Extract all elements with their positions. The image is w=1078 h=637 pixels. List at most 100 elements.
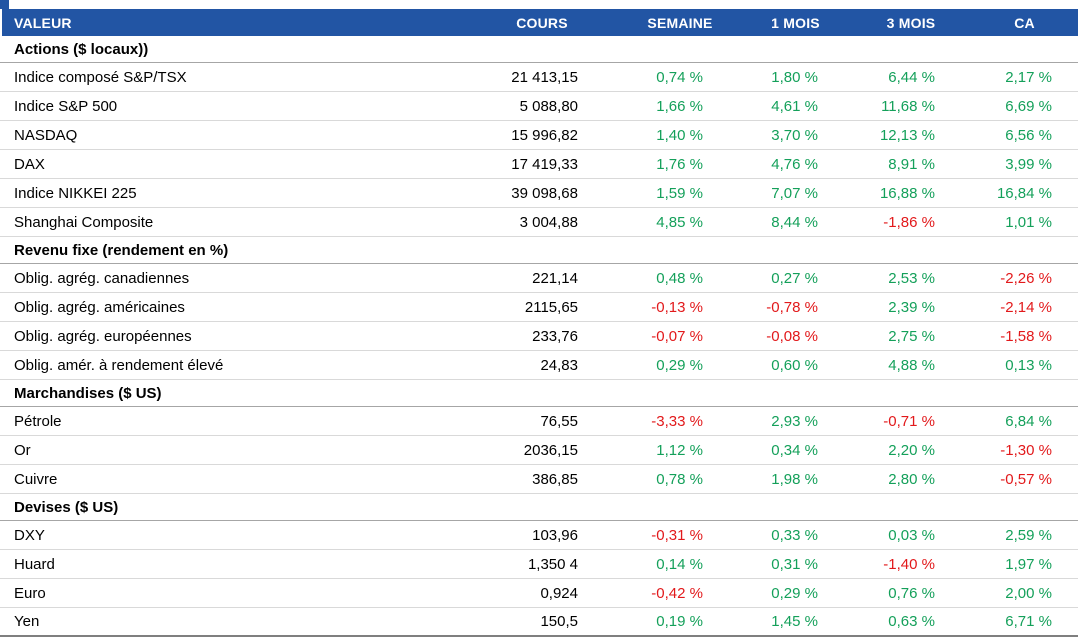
table-row-cuivre: Cuivre 386,85 0,78 % 1,98 % 2,80 % -0,57 % xyxy=(0,465,1078,494)
cours-value: 21 413,15 xyxy=(511,68,578,86)
percent-value: -1,40 % xyxy=(883,555,935,573)
table: VALEUR COURS SEMAINE 1 MOIS 3 MOIS CA Actions… xyxy=(0,9,1078,637)
table-row-or: Or 2036,15 1,12 % 0,34 % 2,20 % -1,30 % xyxy=(0,436,1078,465)
percent-value: 4,85 % xyxy=(656,213,703,231)
percent-value: 0,78 % xyxy=(656,470,703,488)
percent-value: 0,31 % xyxy=(771,555,818,573)
percent-value: 0,76 % xyxy=(888,584,935,602)
percent-value: -2,26 % xyxy=(1000,269,1052,287)
section-header-marchandises-us: Marchandises ($ US) xyxy=(0,380,1078,407)
value-label: DAX xyxy=(14,155,45,173)
percent-value: 6,84 % xyxy=(1005,412,1052,430)
cours-value: 17 419,33 xyxy=(511,155,578,173)
value-label: Shanghai Composite xyxy=(14,213,154,231)
cours-value: 76,55 xyxy=(540,412,578,430)
percent-value: 0,29 % xyxy=(656,356,703,374)
value-label: Oblig. agrég. américaines xyxy=(14,298,185,316)
percent-value: 0,14 % xyxy=(656,555,703,573)
section-header-actions-locaux: Actions ($ locaux)) xyxy=(0,36,1078,63)
table-row-euro: Euro 0,924 -0,42 % 0,29 % 0,76 % 2,00 % xyxy=(0,579,1078,608)
percent-value: -3,33 % xyxy=(651,412,703,430)
cours-value: 0,924 xyxy=(540,584,578,602)
value-label: Oblig. agrég. européennes xyxy=(14,327,192,345)
percent-value: 6,71 % xyxy=(1005,613,1052,630)
percent-value: 0,33 % xyxy=(771,526,818,544)
percent-value: -0,57 % xyxy=(1000,470,1052,488)
percent-value: 1,76 % xyxy=(656,155,703,173)
column-header-semaine: SEMAINE xyxy=(647,14,713,31)
percent-value: 0,48 % xyxy=(656,269,703,287)
value-label: Cuivre xyxy=(14,470,58,488)
percent-value: 0,74 % xyxy=(656,68,703,86)
section-header-devises-us: Devises ($ US) xyxy=(0,494,1078,521)
value-label: Oblig. amér. à rendement élevé xyxy=(14,356,224,374)
section-header-revenu-fixe-rendement-en: Revenu fixe (rendement en %) xyxy=(0,237,1078,264)
percent-value: 7,07 % xyxy=(771,184,818,202)
percent-value: 6,69 % xyxy=(1005,97,1052,115)
percent-value: -0,07 % xyxy=(651,327,703,345)
section-title: Actions ($ locaux)) xyxy=(14,40,149,58)
percent-value: -1,30 % xyxy=(1000,441,1052,459)
table-row-p-trole: Pétrole 76,55 -3,33 % 2,93 % -0,71 % 6,84 % xyxy=(0,407,1078,436)
section-title: Marchandises ($ US) xyxy=(14,384,162,402)
percent-value: 1,01 % xyxy=(1005,213,1052,231)
cours-value: 1,350 4 xyxy=(527,555,578,573)
percent-value: 8,91 % xyxy=(888,155,935,173)
table-row-oblig-agr-g-canadiennes: Oblig. agrég. canadiennes 221,14 0,48 % 0,2… xyxy=(0,264,1078,293)
percent-value: 4,76 % xyxy=(771,155,818,173)
percent-value: 1,80 % xyxy=(771,68,818,86)
percent-value: 3,99 % xyxy=(1005,155,1052,173)
header-row: VALEUR COURS SEMAINE 1 MOIS 3 MOIS CA xyxy=(2,9,1078,36)
percent-value: 0,27 % xyxy=(771,269,818,287)
table-row-oblig-agr-g-europ-ennes: Oblig. agrég. européennes 233,76 -0,07 % -0… xyxy=(0,322,1078,351)
cours-value: 150,5 xyxy=(540,613,578,630)
section-title: Devises ($ US) xyxy=(14,498,119,516)
cours-value: 2036,15 xyxy=(523,441,578,459)
value-label: Oblig. agrég. canadiennes xyxy=(14,269,190,287)
value-label: Euro xyxy=(14,584,46,602)
percent-value: 1,45 % xyxy=(771,613,818,630)
percent-value: 2,17 % xyxy=(1005,68,1052,86)
value-label: DXY xyxy=(14,526,45,544)
percent-value: 11,68 % xyxy=(881,97,935,115)
column-header-1-mois: 1 MOIS xyxy=(771,14,820,31)
percent-value: -0,31 % xyxy=(651,526,703,544)
value-label: Indice S&P 500 xyxy=(14,97,118,115)
percent-value: 3,70 % xyxy=(771,126,818,144)
table-row-dxy: DXY 103,96 -0,31 % 0,33 % 0,03 % 2,59 % xyxy=(0,521,1078,550)
percent-value: 0,34 % xyxy=(771,441,818,459)
percent-value: -0,08 % xyxy=(766,327,818,345)
percent-value: 2,20 % xyxy=(888,441,935,459)
percent-value: 0,03 % xyxy=(888,526,935,544)
column-header-valeur: VALEUR xyxy=(14,14,72,31)
percent-value: 0,13 % xyxy=(1005,356,1052,374)
cours-value: 221,14 xyxy=(532,269,578,287)
percent-value: -0,13 % xyxy=(651,298,703,316)
table-body: Actions ($ locaux)) Indice composé S&P/TS… xyxy=(0,36,1078,635)
value-label: Indice composé S&P/TSX xyxy=(14,68,187,86)
percent-value: 1,12 % xyxy=(656,441,703,459)
percent-value: 12,13 % xyxy=(879,126,935,144)
value-label: Huard xyxy=(14,555,55,573)
percent-value: -0,71 % xyxy=(883,412,935,430)
table-row-indice-compos-s-p-tsx: Indice composé S&P/TSX 21 413,15 0,74 % 1,8… xyxy=(0,63,1078,92)
corner-accent-square xyxy=(0,0,9,9)
percent-value: 6,56 % xyxy=(1005,126,1052,144)
cours-value: 2115,65 xyxy=(524,298,578,316)
percent-value: 16,84 % xyxy=(996,184,1052,202)
table-row-yen: Yen 150,5 0,19 % 1,45 % 0,63 % 6,71 % xyxy=(0,608,1078,635)
cours-value: 233,76 xyxy=(532,327,578,345)
table-row-indice-s-p-500: Indice S&P 500 5 088,80 1,66 % 4,61 % 11,68 … xyxy=(0,92,1078,121)
percent-value: 8,44 % xyxy=(771,213,818,231)
value-label: Pétrole xyxy=(14,412,62,430)
percent-value: 1,66 % xyxy=(656,97,703,115)
cours-value: 24,83 xyxy=(540,356,578,374)
percent-value: 2,59 % xyxy=(1005,526,1052,544)
percent-value: -2,14 % xyxy=(1000,298,1052,316)
value-label: Or xyxy=(14,441,31,459)
percent-value: 0,19 % xyxy=(656,613,703,630)
percent-value: 2,53 % xyxy=(888,269,935,287)
section-title: Revenu fixe (rendement en %) xyxy=(14,241,229,259)
percent-value: 1,97 % xyxy=(1005,555,1052,573)
